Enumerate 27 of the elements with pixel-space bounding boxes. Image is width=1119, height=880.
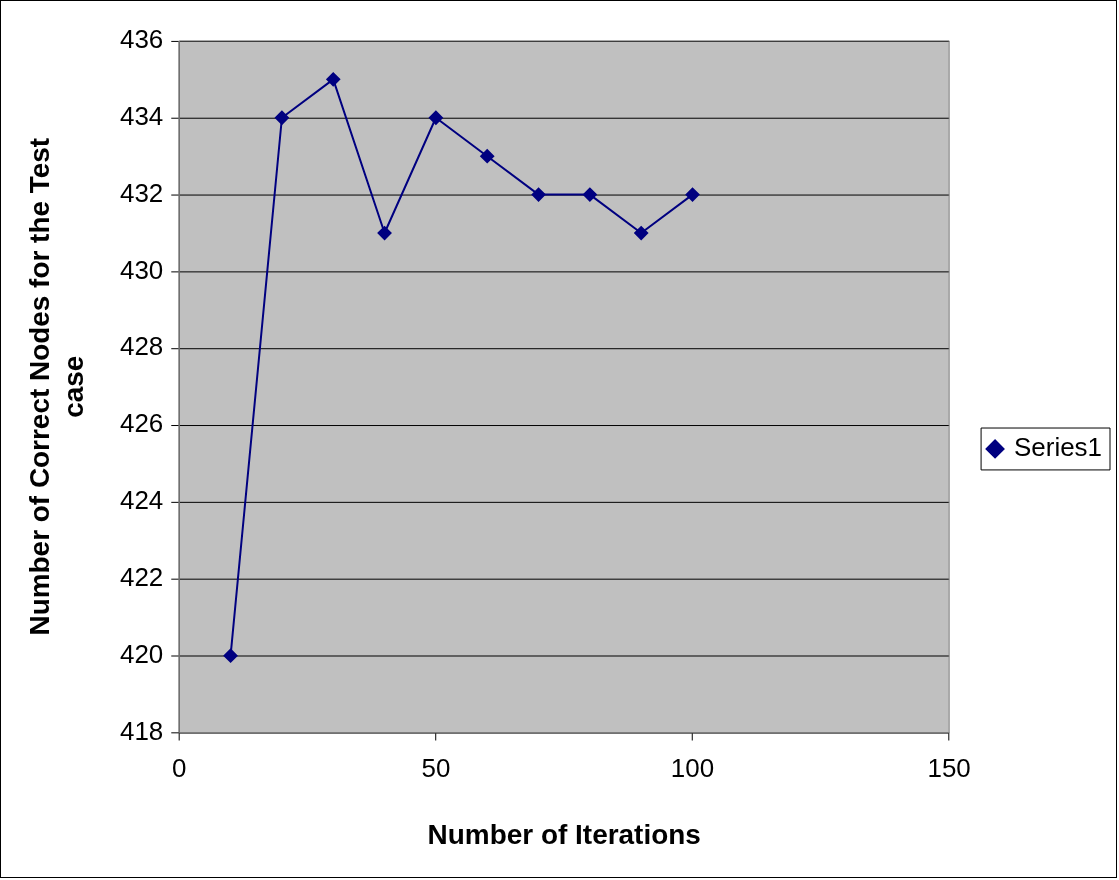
x-axis-title: Number of Iterations bbox=[427, 819, 701, 850]
y-tick-label: 424 bbox=[120, 486, 164, 515]
point bbox=[480, 149, 495, 164]
y-tick-label: 430 bbox=[120, 255, 164, 284]
point bbox=[377, 226, 392, 241]
y-axis-title: Number of Correct Nodes for the Test case bbox=[24, 137, 89, 636]
y-tick-label: 426 bbox=[120, 409, 164, 438]
point bbox=[223, 648, 238, 663]
point bbox=[428, 110, 443, 125]
y-tick-label: 428 bbox=[120, 332, 164, 361]
point bbox=[326, 72, 341, 87]
legend-label: Series1 bbox=[1014, 433, 1102, 462]
point bbox=[685, 187, 700, 202]
y-tick-label: 418 bbox=[120, 716, 164, 745]
point bbox=[582, 187, 597, 202]
x-tick-label: 100 bbox=[670, 754, 715, 783]
y-tick-label: 436 bbox=[120, 25, 164, 54]
y-tick-label: 420 bbox=[120, 639, 164, 668]
x-tick-label: 150 bbox=[927, 754, 971, 783]
point bbox=[274, 110, 289, 125]
x-tick-label: 50 bbox=[421, 754, 451, 783]
point bbox=[634, 226, 649, 241]
x-tick-label: 0 bbox=[172, 754, 187, 783]
y-tick-label: 422 bbox=[120, 563, 164, 591]
y-tick-label: 432 bbox=[120, 178, 164, 207]
point bbox=[531, 187, 546, 202]
y-tick-label: 434 bbox=[120, 101, 164, 130]
